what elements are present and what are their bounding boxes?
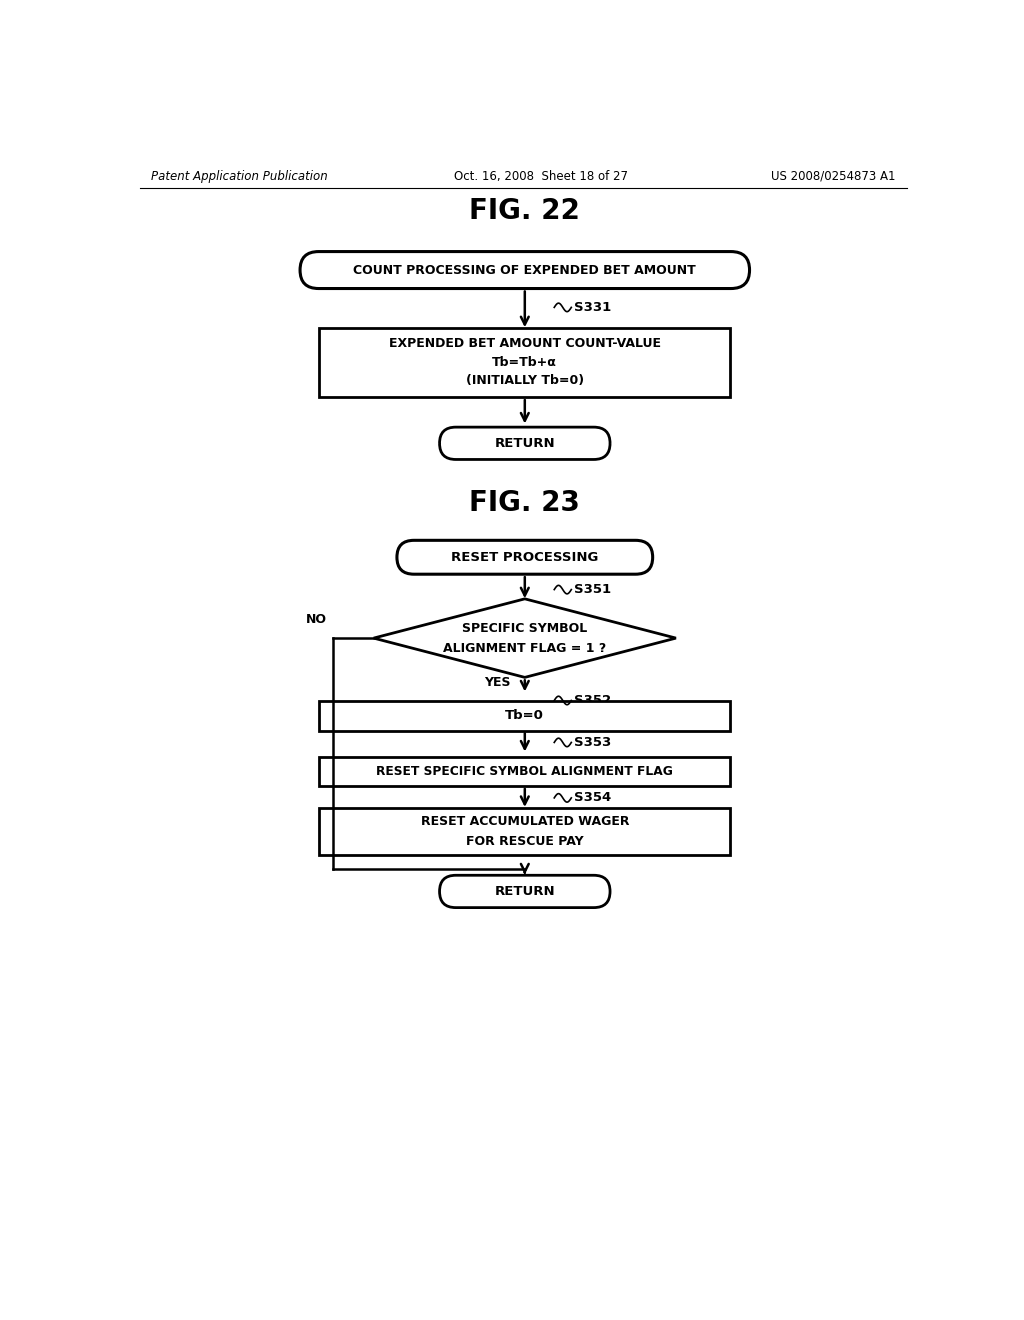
FancyBboxPatch shape: [397, 540, 652, 574]
Text: NO: NO: [306, 612, 328, 626]
Bar: [319, 808, 730, 855]
FancyBboxPatch shape: [439, 875, 610, 908]
Text: S352: S352: [573, 694, 610, 708]
Text: COUNT PROCESSING OF EXPENDED BET AMOUNT: COUNT PROCESSING OF EXPENDED BET AMOUNT: [353, 264, 696, 277]
Text: Patent Application Publication: Patent Application Publication: [152, 170, 328, 183]
Text: S353: S353: [573, 737, 611, 748]
Text: RESET SPECIFIC SYMBOL ALIGNMENT FLAG: RESET SPECIFIC SYMBOL ALIGNMENT FLAG: [377, 764, 673, 777]
Text: RESET PROCESSING: RESET PROCESSING: [452, 550, 598, 564]
Text: FIG. 23: FIG. 23: [469, 490, 581, 517]
Text: RETURN: RETURN: [495, 884, 555, 898]
Text: RESET ACCUMULATED WAGER: RESET ACCUMULATED WAGER: [421, 814, 629, 828]
Text: RETURN: RETURN: [495, 437, 555, 450]
Bar: [319, 756, 730, 785]
Text: S354: S354: [573, 792, 611, 804]
Text: SPECIFIC SYMBOL: SPECIFIC SYMBOL: [462, 622, 588, 635]
Text: S351: S351: [573, 583, 610, 597]
Text: EXPENDED BET AMOUNT COUNT-VALUE: EXPENDED BET AMOUNT COUNT-VALUE: [389, 338, 660, 351]
Text: Tb=Tb+α: Tb=Tb+α: [493, 356, 557, 370]
FancyBboxPatch shape: [300, 252, 750, 289]
Text: (INITIALLY Tb=0): (INITIALLY Tb=0): [466, 375, 584, 388]
Text: YES: YES: [484, 676, 511, 689]
Text: FIG. 22: FIG. 22: [469, 197, 581, 224]
Bar: [319, 327, 730, 397]
Text: S331: S331: [573, 301, 611, 314]
FancyBboxPatch shape: [439, 428, 610, 459]
Text: Oct. 16, 2008  Sheet 18 of 27: Oct. 16, 2008 Sheet 18 of 27: [454, 170, 628, 183]
Text: US 2008/0254873 A1: US 2008/0254873 A1: [771, 170, 895, 183]
Text: FOR RESCUE PAY: FOR RESCUE PAY: [466, 834, 584, 847]
Text: Tb=0: Tb=0: [506, 709, 544, 722]
Text: ALIGNMENT FLAG = 1 ?: ALIGNMENT FLAG = 1 ?: [443, 643, 606, 656]
Bar: [319, 701, 730, 730]
Polygon shape: [374, 599, 676, 677]
